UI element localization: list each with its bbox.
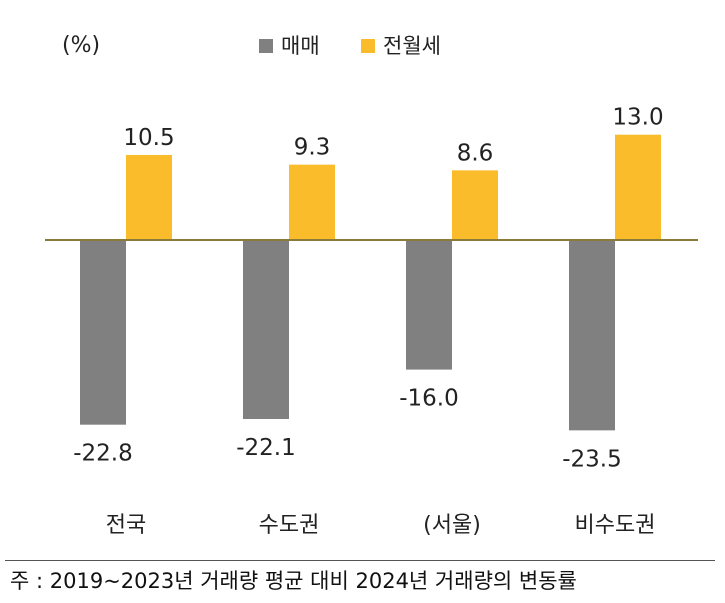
legend-swatch-sales <box>259 39 273 53</box>
legend: 매매 전월세 <box>259 34 441 58</box>
bar-rent-non-capital <box>615 134 661 240</box>
legend-label-sales: 매매 <box>281 34 320 58</box>
bar-rent-seoul <box>452 170 498 240</box>
value-label-sales-nationwide: -22.8 <box>73 441 133 467</box>
footnote-divider <box>5 560 715 561</box>
bar-rent-nationwide <box>126 154 172 240</box>
value-label-rent-capital-area: 9.3 <box>294 135 331 161</box>
bar-sales-nationwide <box>80 240 126 425</box>
value-labels-group: -22.8 10.5 -22.1 9.3 -16.0 8.6 -23.5 13.0 <box>73 105 663 473</box>
category-labels-group: 전국 수도권 (서울) 비수도권 <box>106 513 656 538</box>
category-label-non-capital: 비수도권 <box>575 513 656 538</box>
bars-group <box>80 134 661 431</box>
legend-swatch-rent <box>361 39 375 53</box>
category-label-nationwide: 전국 <box>106 513 146 538</box>
value-label-rent-seoul: 8.6 <box>457 140 494 166</box>
bar-chart: (%) 매매 전월세 -22.8 10.5 -22.1 9.3 -16.0 8.6 -23.… <box>45 33 698 538</box>
value-label-sales-capital-area: -22.1 <box>236 435 296 461</box>
footnote: 주 : 2019~2023년 거래량 평균 대비 2024년 거래량의 변동률 <box>10 569 577 593</box>
category-label-seoul: (서울) <box>423 513 481 538</box>
bar-sales-seoul <box>406 240 452 370</box>
value-label-rent-nationwide: 10.5 <box>123 125 174 151</box>
value-label-rent-non-capital: 13.0 <box>612 105 663 131</box>
value-label-sales-non-capital: -23.5 <box>562 446 622 472</box>
legend-label-rent: 전월세 <box>383 34 441 58</box>
y-unit-label: (%) <box>62 33 100 58</box>
bar-sales-non-capital <box>569 240 615 431</box>
bar-sales-capital-area <box>243 240 289 420</box>
value-label-sales-seoul: -16.0 <box>399 386 459 412</box>
bar-rent-capital-area <box>289 164 335 240</box>
category-label-capital-area: 수도권 <box>259 513 320 538</box>
